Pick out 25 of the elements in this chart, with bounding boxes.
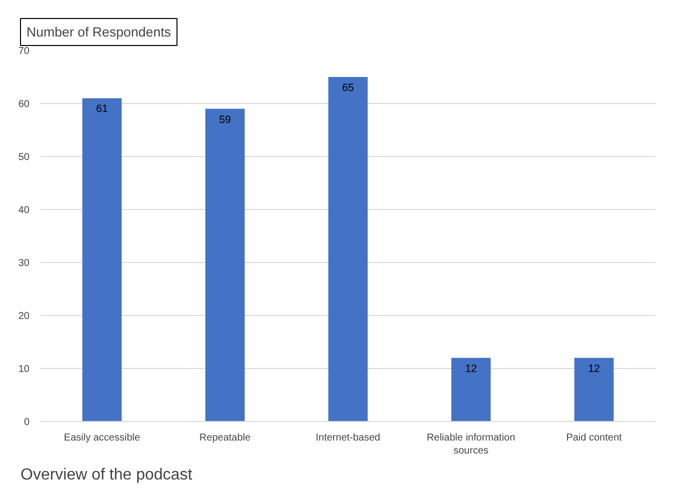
y-tick-label: 40 <box>18 205 30 216</box>
data-label: 12 <box>465 362 477 375</box>
y-tick-label: 20 <box>18 311 30 322</box>
y-tick-label: 60 <box>18 99 30 110</box>
y-tick-label: 50 <box>18 152 30 163</box>
x-tick-label: Easily accessible <box>64 432 141 444</box>
data-label: 65 <box>342 82 354 94</box>
bar <box>205 108 245 422</box>
y-tick-label: 70 <box>18 46 30 57</box>
data-label: 59 <box>219 114 231 126</box>
y-axis-title: Number of Respondents <box>26 24 172 40</box>
y-tick-label: 0 <box>24 417 30 428</box>
y-tick-label: 10 <box>18 364 30 375</box>
x-tick-label: Reliable information sources <box>426 432 516 457</box>
x-tick-label: Paid content <box>566 432 622 444</box>
data-label: 61 <box>96 103 108 116</box>
y-tick-label: 30 <box>18 258 30 269</box>
x-tick-label: Repeatable <box>199 432 252 444</box>
bar <box>451 358 491 422</box>
bar <box>82 98 122 422</box>
bar <box>328 77 368 422</box>
x-axis-title: Overview of the podcast <box>20 466 193 484</box>
x-tick-label: Internet-based <box>316 432 380 444</box>
data-label: 12 <box>588 362 600 375</box>
bar <box>574 358 614 422</box>
